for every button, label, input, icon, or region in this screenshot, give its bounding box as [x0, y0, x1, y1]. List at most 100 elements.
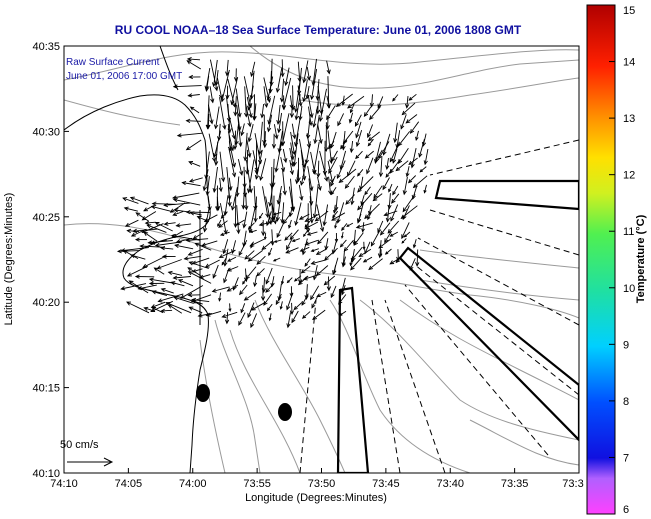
current-vector	[262, 131, 268, 149]
current-vector	[122, 249, 139, 259]
current-vector	[205, 310, 222, 317]
current-vector	[400, 205, 418, 220]
current-vector	[334, 232, 339, 243]
current-vector	[286, 238, 293, 251]
current-vector	[204, 75, 210, 92]
current-vector	[410, 148, 417, 169]
current-vector	[340, 231, 344, 239]
current-vector	[130, 253, 146, 260]
current-vector	[211, 59, 218, 88]
current-vector	[263, 86, 269, 109]
x-tick-label: 73:45	[372, 478, 400, 490]
current-vector	[357, 213, 362, 224]
current-vector	[370, 230, 380, 247]
current-vector	[302, 230, 308, 238]
current-vector	[228, 303, 232, 313]
current-vector	[218, 249, 236, 259]
chart-title: RU COOL NOAA–18 Sea Surface Temperature:…	[115, 23, 522, 37]
y-tick-label: 40:25	[32, 212, 60, 224]
current-vector	[261, 220, 266, 237]
current-vector	[327, 141, 335, 150]
current-vector	[265, 267, 273, 285]
current-vector	[401, 222, 410, 240]
current-vector	[225, 85, 230, 100]
current-vector	[211, 286, 230, 293]
current-vector	[180, 285, 204, 299]
current-vector	[366, 124, 374, 139]
current-vector	[301, 311, 311, 319]
current-vector	[306, 67, 312, 81]
current-vector	[355, 222, 373, 229]
current-vector	[216, 77, 224, 100]
x-tick-label: 74:05	[115, 478, 143, 490]
buoy-marker	[196, 384, 210, 402]
current-vector	[419, 166, 427, 173]
current-vectors	[116, 56, 429, 329]
current-vector	[236, 205, 241, 235]
current-vector	[298, 213, 310, 220]
current-vector	[201, 240, 218, 247]
current-vector	[232, 130, 238, 151]
current-vector	[279, 78, 285, 103]
current-vector	[217, 219, 222, 227]
current-vector	[375, 149, 383, 163]
current-vector	[318, 88, 327, 123]
y-tick-label: 40:10	[32, 468, 60, 480]
current-vector	[218, 292, 222, 302]
current-vector	[364, 186, 371, 196]
current-vector	[157, 293, 184, 303]
current-vector	[271, 133, 277, 149]
current-vector	[291, 238, 300, 242]
current-vector	[235, 88, 242, 118]
current-vector	[412, 239, 417, 249]
current-vector	[302, 274, 318, 281]
current-vector	[270, 229, 275, 246]
current-vector	[341, 95, 346, 106]
radar-range-lines	[299, 139, 579, 473]
current-vector	[338, 168, 357, 184]
current-vector	[277, 112, 283, 134]
current-vector	[206, 113, 211, 130]
current-vector	[256, 268, 265, 277]
current-vector	[235, 219, 245, 226]
current-vector	[240, 303, 246, 314]
current-vector	[228, 177, 233, 192]
current-vector	[389, 159, 401, 174]
current-vector	[244, 193, 249, 211]
current-vector	[309, 68, 318, 101]
x-tick-label: 74:00	[179, 478, 207, 490]
current-vector	[362, 256, 373, 263]
current-vector	[383, 210, 398, 217]
current-vector	[367, 131, 380, 142]
current-vector	[227, 256, 237, 262]
current-vector	[238, 312, 246, 326]
coastline	[64, 94, 211, 473]
current-vector	[244, 250, 255, 260]
current-vector	[173, 296, 194, 304]
current-vector	[265, 196, 273, 226]
current-vector	[277, 130, 283, 153]
current-vector	[369, 94, 374, 108]
current-vector	[288, 219, 292, 229]
x-tick-label: 73:35	[501, 478, 529, 490]
current-vector	[148, 281, 165, 286]
current-vector	[316, 160, 321, 178]
current-vector	[360, 195, 365, 206]
current-vector	[310, 259, 327, 265]
current-vector	[312, 106, 318, 128]
current-vector	[188, 177, 203, 183]
current-vector	[161, 254, 176, 259]
current-vector	[289, 104, 295, 119]
x-tick-label: 73:55	[243, 478, 271, 490]
current-vector	[247, 123, 254, 143]
current-vector	[116, 249, 140, 254]
current-vector	[170, 281, 185, 287]
current-vector	[293, 275, 302, 282]
current-vector	[185, 139, 202, 151]
current-vector	[197, 312, 212, 318]
current-vector	[405, 114, 418, 124]
current-vector	[389, 231, 399, 237]
current-vector	[415, 249, 420, 267]
current-vector	[228, 141, 237, 168]
